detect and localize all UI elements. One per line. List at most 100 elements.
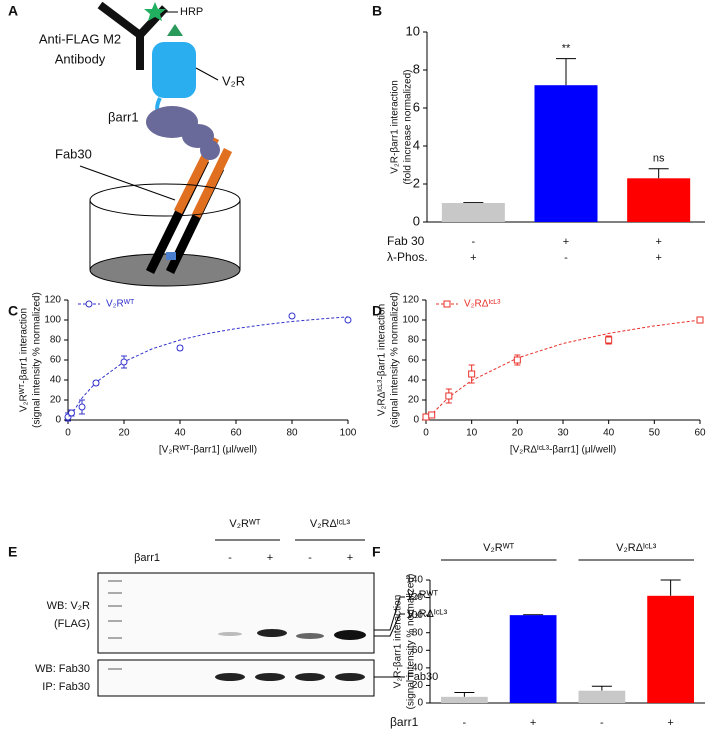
fit-curve <box>67 316 349 421</box>
x-tick-label: 40 <box>603 428 615 439</box>
y-tick-label: 120 <box>402 295 419 306</box>
point <box>605 336 613 344</box>
group-label: V₂RΔᴵᶜᴸ³ <box>616 542 656 554</box>
point <box>513 356 521 364</box>
annotation: ** <box>562 43 571 55</box>
x-axis-label: [V₂RΔᴵᶜᴸ³-βarr1] (μl/well) <box>510 445 616 456</box>
y-axis-label: V₂R-βarr1 interaction <box>393 595 404 689</box>
y-tick-label: 20 <box>408 395 420 406</box>
point <box>344 316 352 324</box>
y-tick-label: 4 <box>413 137 420 152</box>
y-tick-label: 60 <box>408 355 420 366</box>
y-tick-label: 0 <box>413 415 419 426</box>
x-axis-label: [V₂Rᵂᵀ-βarr1] (μl/well) <box>159 445 257 456</box>
y-tick-label: 40 <box>408 375 420 386</box>
blot-label: IP: Fab30 <box>42 681 90 693</box>
condition-value: - <box>471 236 475 248</box>
well-bottom <box>89 253 241 287</box>
label: Anti-FLAG M2 <box>39 31 121 46</box>
tag <box>166 252 176 260</box>
band <box>218 632 242 636</box>
band-label: V₂Rᵂᵀ <box>407 589 438 601</box>
group-label: V₂Rᵂᵀ <box>483 542 514 554</box>
well-top <box>89 183 241 217</box>
legend-label: V₂RΔᴵᶜᴸ³ <box>464 299 501 310</box>
leader <box>195 67 219 81</box>
panel-letter: C <box>8 303 18 319</box>
point <box>92 379 100 387</box>
y-tick-label: 100 <box>402 315 419 326</box>
y-axis-label: (signal intensity % normalized) <box>32 292 43 428</box>
band <box>296 633 324 639</box>
x-tick-label: 0 <box>423 428 429 439</box>
legend-swatch <box>85 300 93 308</box>
y-tick-label: 10 <box>406 23 420 38</box>
point <box>445 392 453 400</box>
label: Antibody <box>55 51 106 66</box>
condition-value: - <box>463 717 467 729</box>
condition-label: βarr1 <box>390 715 419 729</box>
lane-label: + <box>267 552 273 564</box>
condition-value: - <box>600 717 604 729</box>
condition-value: + <box>655 252 661 264</box>
y-tick-label: 0 <box>417 698 423 709</box>
bar <box>534 85 598 222</box>
band <box>295 673 325 681</box>
point <box>422 413 430 421</box>
label: βarr1 <box>108 109 139 124</box>
y-axis-label: V₂RΔᴵᶜᴸ³-βarr1 interaction <box>377 304 388 416</box>
blot-label: (FLAG) <box>54 618 90 630</box>
band <box>255 673 285 681</box>
condition-value: - <box>564 252 568 264</box>
condition-label: λ-Phos. <box>387 250 428 264</box>
bar <box>578 690 626 703</box>
y-tick-label: 100 <box>44 315 61 326</box>
column-group: V₂RΔᴵᶜᴸ³ <box>310 518 350 530</box>
y-tick-label: 8 <box>413 61 420 76</box>
fab-stick <box>191 148 233 218</box>
y-tick-label: 80 <box>408 335 420 346</box>
hrp-star <box>144 2 166 21</box>
point <box>428 411 436 419</box>
y-tick-label: 40 <box>412 662 424 673</box>
x-tick-label: 20 <box>512 428 524 439</box>
condition-value: + <box>563 236 569 248</box>
y-tick-label: 140 <box>406 575 423 586</box>
column-group: V₂Rᵂᵀ <box>229 518 260 530</box>
label: Fab30 <box>55 146 92 161</box>
point <box>176 344 184 352</box>
lane-label: - <box>308 552 312 564</box>
x-tick-label: 40 <box>174 428 186 439</box>
condition-value: + <box>667 717 673 729</box>
panel-letter: E <box>8 544 17 560</box>
bar <box>647 595 694 703</box>
band <box>215 673 245 681</box>
y-tick-label: 60 <box>50 355 62 366</box>
point <box>696 316 704 324</box>
blot <box>97 572 375 654</box>
row-label: βarr1 <box>134 552 160 564</box>
label: HRP <box>180 6 203 18</box>
panel-letter: B <box>372 3 382 19</box>
y-tick-label: 100 <box>406 610 423 621</box>
y-tick-label: 40 <box>50 375 62 386</box>
condition-value: + <box>655 236 661 248</box>
bar <box>509 615 557 703</box>
y-tick-label: 120 <box>406 592 423 603</box>
bar <box>441 203 505 222</box>
x-tick-label: 20 <box>118 428 130 439</box>
band-pointer <box>374 596 405 678</box>
band <box>335 673 365 681</box>
band <box>334 630 366 640</box>
ladder <box>108 580 122 670</box>
y-tick-label: 120 <box>44 295 61 306</box>
panel-letter: F <box>372 544 381 560</box>
band-label: V₂RΔᴵᶜᴸ³ <box>407 608 447 620</box>
point <box>78 403 86 411</box>
flag-tag <box>167 24 183 36</box>
y-axis-label: V₂R-βarr1 interaction <box>390 80 401 174</box>
western-blot: V₂Rᵂᵀ V₂RΔᴵᶜᴸ³ βarr1 - + - + WB: V₂R (FL… <box>35 518 447 697</box>
y-tick-label: 0 <box>55 415 61 426</box>
point <box>288 312 296 320</box>
